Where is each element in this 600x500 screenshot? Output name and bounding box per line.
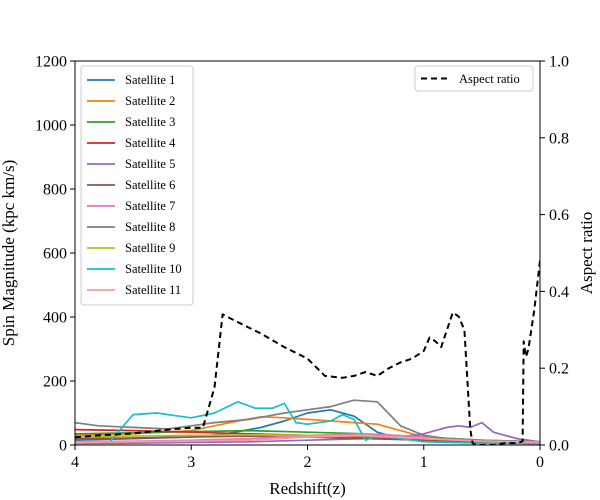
y-tick-label: 0 [59,438,67,455]
axis-layer: 4 3 2 1 0 0 200 400 600 800 1000 1200 0.0 0.2 0.4 0.6 0.… [35,54,569,472]
y2-tick-label: 0.6 [549,207,569,224]
series-layer [75,260,540,445]
legend-entry-label: Satellite 3 [125,115,175,129]
y2-tick-label: 0.0 [549,438,569,455]
y-tick-label: 600 [43,246,67,263]
x-tick-label: 1 [420,454,428,471]
y-tick-label: 200 [43,374,67,391]
y-tick-label: 1000 [35,118,67,135]
series-line-satellite-11 [75,434,540,444]
legend-entry-label: Satellite 10 [125,262,182,276]
x-axis-label: Redshift(z) [269,479,345,498]
legend-entry-label: Satellite 2 [125,94,175,108]
y-tick-label: 400 [43,310,67,327]
legend-entry-label: Aspect ratio [459,72,520,86]
legend-entry-label: Satellite 1 [125,73,175,87]
y-tick-label: 800 [43,182,67,199]
legend-entry-label: Satellite 4 [125,136,176,150]
legend-entry-label: Satellite 7 [125,199,175,213]
legend-entry-label: Satellite 9 [125,241,175,255]
x-tick-label: 4 [71,454,79,471]
y2-tick-label: 0.4 [549,284,569,301]
y2-tick-label: 0.2 [549,361,569,378]
legend-entry-label: Satellite 5 [125,157,175,171]
y2-tick-label: 1.0 [549,54,569,71]
y-axis-label: Spin Magnitude (kpc km/s) [0,160,18,347]
series-line-satellite-5 [75,421,540,445]
legend-left: Satellite 1 Satellite 2 Satellite 3 Satelli… [80,65,194,306]
legend-entry-label: Satellite 6 [125,178,175,192]
x-tick-label: 0 [536,454,544,471]
x-tick-label: 3 [187,454,195,471]
y-tick-label: 1200 [35,54,67,71]
x-tick-label: 2 [304,454,312,471]
legend-right: Aspect ratio [414,65,534,92]
y2-tick-label: 0.8 [549,130,569,147]
series-line-satellite-10 [75,400,540,445]
y2-axis-label: Aspect ratio [577,212,596,295]
legend-entry-label: Satellite 11 [125,283,181,297]
aspect-ratio-line [75,260,540,445]
legend-entry-label: Satellite 8 [125,220,175,234]
legend-right-box [414,65,534,92]
series-line-satellite-8 [75,399,540,443]
legend-left-box [80,65,194,306]
